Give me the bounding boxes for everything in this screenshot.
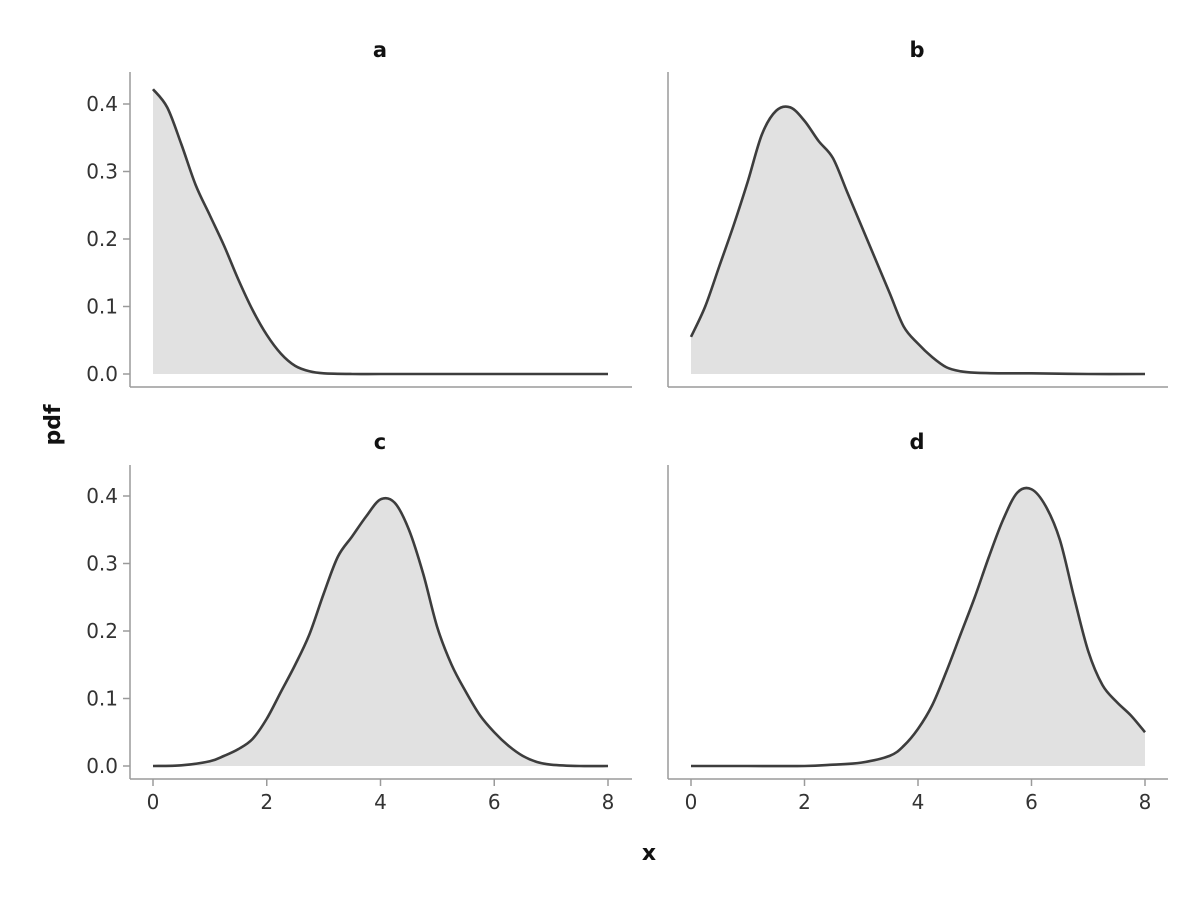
panel-title: a — [373, 38, 387, 62]
panels: a 0.0 0.1 0.2 0.3 0.4 b c 0.0 0.1 0.2 0.3 0.4 0 2 4 6 8 d 0… — [86, 38, 1168, 814]
panel-c: c 0.0 0.1 0.2 0.3 0.4 0 2 4 6 8 — [86, 430, 632, 814]
y-tick-label: 0.2 — [86, 619, 118, 643]
y-tick-label: 0.1 — [86, 687, 118, 711]
panel-b: b — [667, 38, 1168, 388]
density-line — [152, 496, 609, 768]
x-tick-label: 8 — [602, 790, 615, 814]
density-line — [151, 88, 609, 376]
x-tick-label: 2 — [260, 790, 273, 814]
panel-title: c — [374, 430, 386, 454]
y-tick-label: 0.0 — [86, 754, 118, 778]
panel-title: d — [909, 430, 924, 454]
panel-d: d 0 2 4 6 8 — [667, 430, 1168, 814]
density-line — [689, 105, 1146, 376]
density-area — [691, 106, 1145, 375]
x-tick-label: 0 — [685, 790, 698, 814]
x-tick-label: 2 — [798, 790, 811, 814]
panel-a: a 0.0 0.1 0.2 0.3 0.4 — [86, 38, 632, 388]
y-tick-label: 0.1 — [86, 295, 118, 319]
density-area — [153, 498, 608, 767]
panel-title: b — [909, 38, 924, 62]
y-tick-label: 0.3 — [86, 160, 118, 184]
x-tick-label: 8 — [1139, 790, 1152, 814]
y-tick-label: 0.4 — [86, 484, 118, 508]
density-area — [691, 487, 1145, 767]
density-area — [153, 89, 608, 375]
x-tick-label: 6 — [1025, 790, 1038, 814]
x-tick-label: 4 — [912, 790, 925, 814]
density-line — [691, 486, 1146, 768]
y-tick-label: 0.0 — [86, 362, 118, 386]
y-tick-label: 0.2 — [86, 227, 118, 251]
y-axis-title: pdf — [41, 404, 66, 445]
x-tick-label: 4 — [374, 790, 387, 814]
y-tick-label: 0.4 — [86, 92, 118, 116]
x-tick-label: 6 — [488, 790, 501, 814]
y-tick-label: 0.3 — [86, 552, 118, 576]
x-axis-title: x — [642, 841, 656, 866]
x-tick-label: 0 — [147, 790, 160, 814]
